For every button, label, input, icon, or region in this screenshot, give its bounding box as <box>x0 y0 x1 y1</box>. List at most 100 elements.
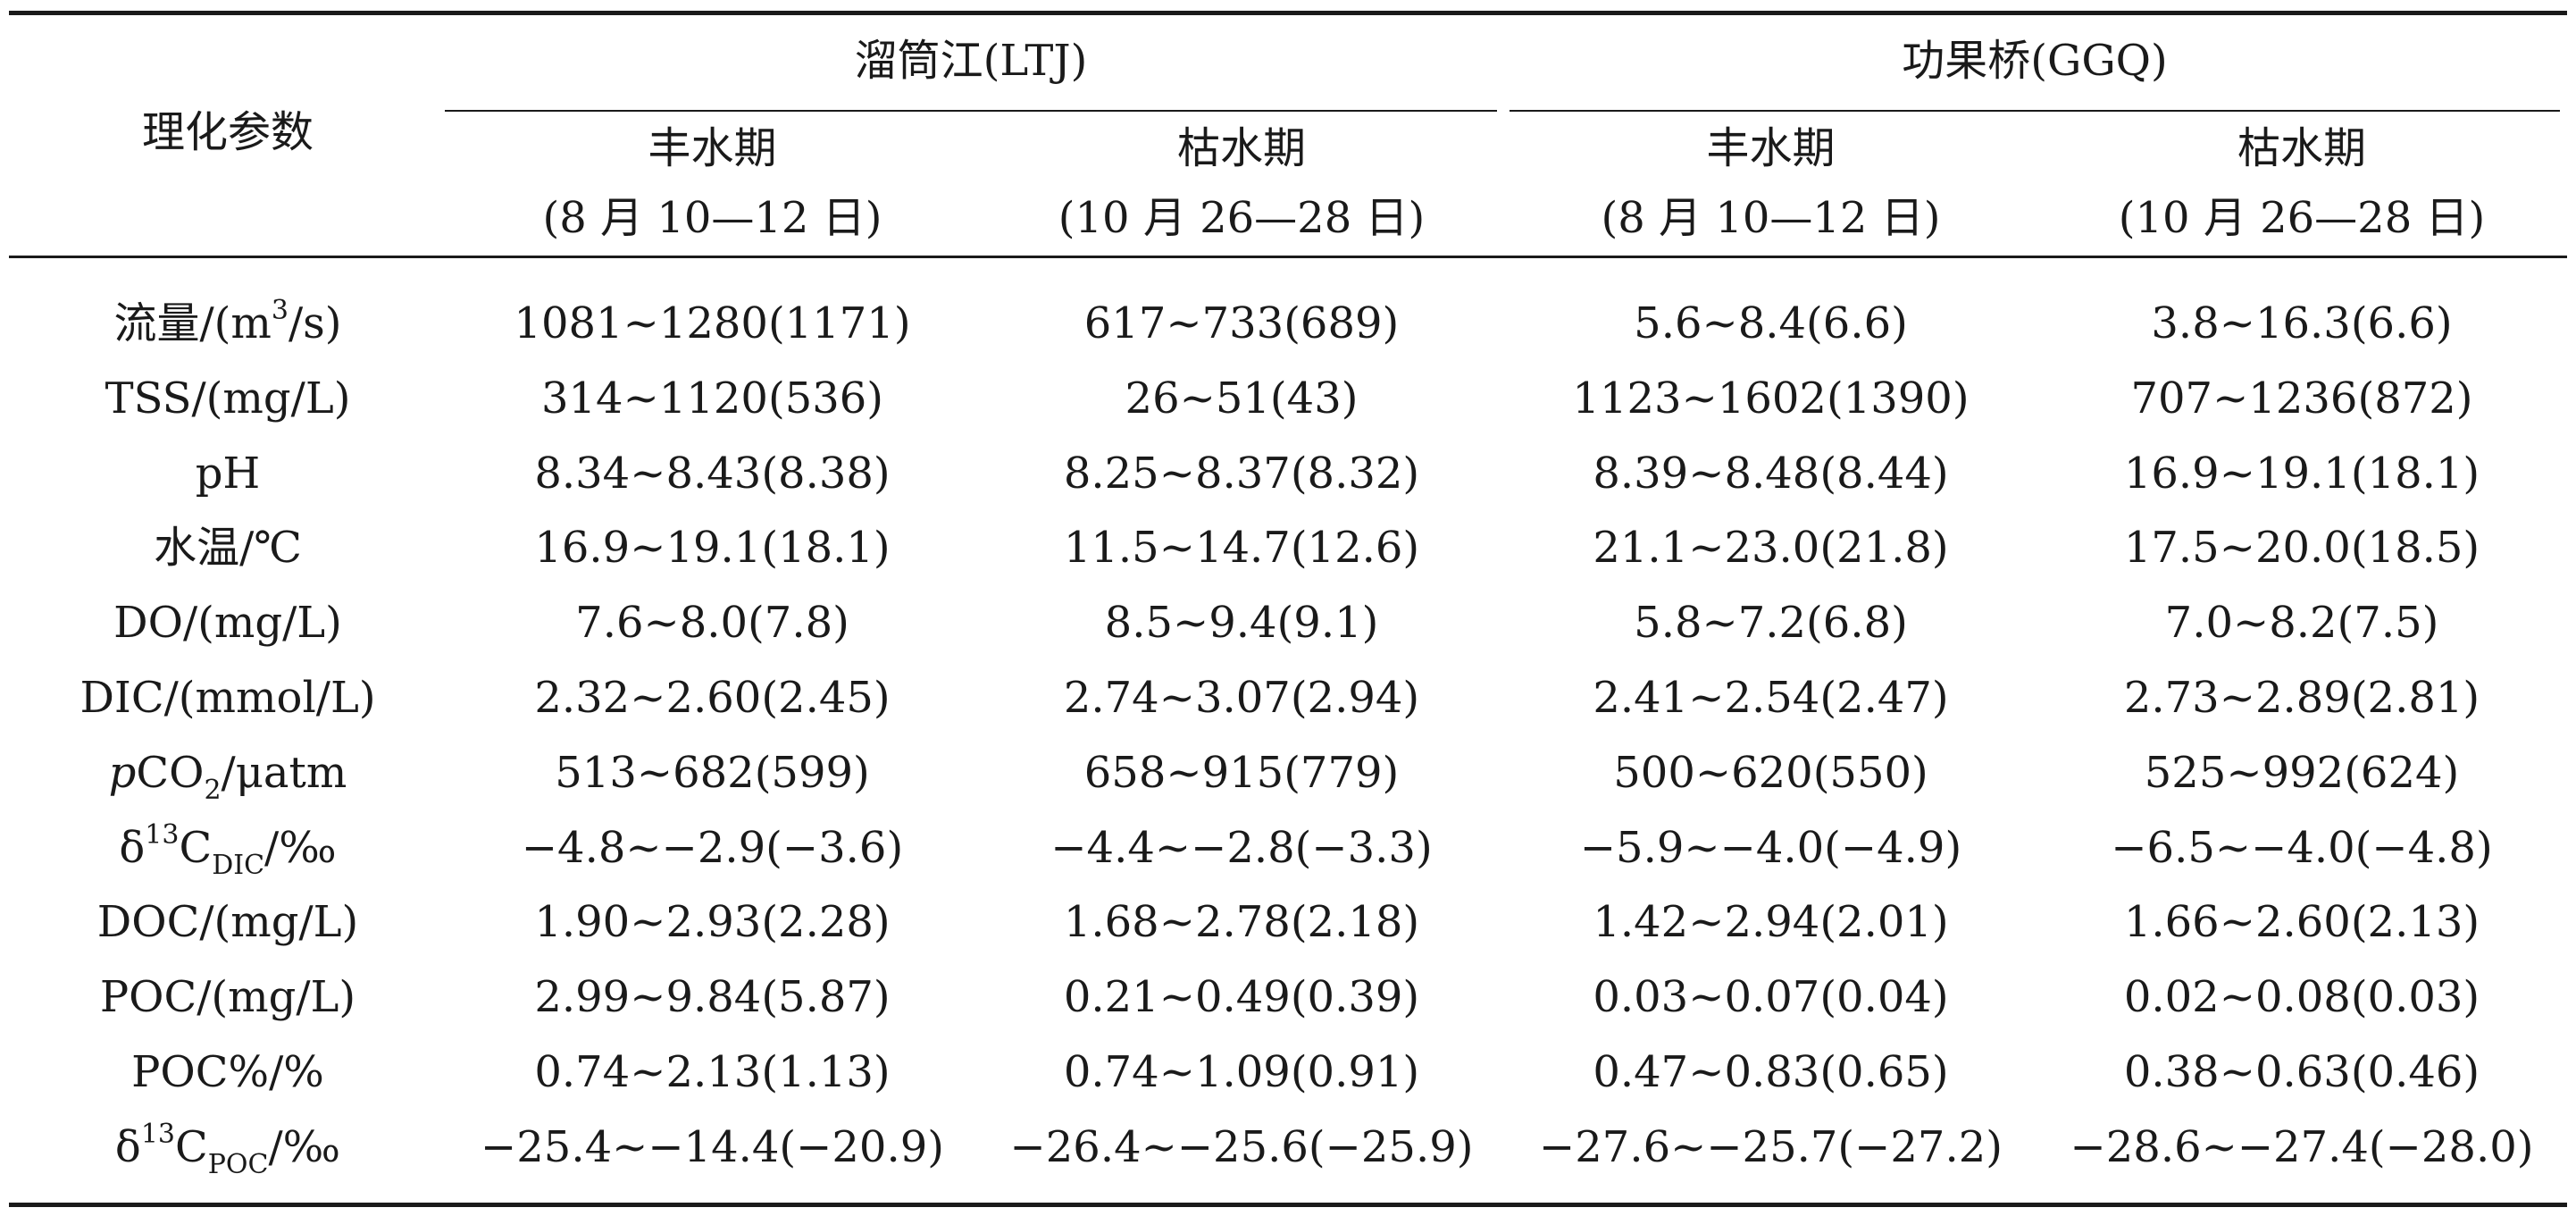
table-cell-d13c-poc-4: −28.6~−27.4(−28.0) <box>2070 1122 2534 1172</box>
row-label-tss: TSS/(mg/L) <box>9 373 447 424</box>
row-label-ph: pH <box>9 449 447 499</box>
table-cell-d13c-poc-2: −26.4~−25.6(−25.9) <box>1009 1122 1474 1172</box>
row-label-part: TSS/(mg/L) <box>105 373 351 424</box>
data-table: 理化参数 溜筒江(LTJ) 功果桥(GGQ) 丰水期 (8 月 10—12 日)… <box>9 0 2567 1216</box>
table-cell-pco2-3: 500~620(550) <box>1613 748 1928 798</box>
row-label-d13c-dic: δ13CDIC/‰ <box>9 822 447 879</box>
table-bottom-rule <box>9 1203 2567 1207</box>
row-label-part: 3 <box>271 295 289 326</box>
table-cell-do-2: 8.5~9.4(9.1) <box>1104 598 1379 648</box>
row-label-part: /μatm <box>221 748 347 798</box>
table-cell-ph-2: 8.25~8.37(8.32) <box>1063 449 1420 499</box>
table-cell-d13c-poc-1: −25.4~−14.4(−20.9) <box>481 1122 944 1172</box>
table-cell-tss-3: 1123~1602(1390) <box>1572 373 1970 424</box>
row-label-part: δ <box>114 1122 141 1172</box>
row-label-part: δ <box>119 823 146 873</box>
table-cell-tss-1: 314~1120(536) <box>540 373 884 424</box>
table-cell-water-temp-3: 21.1~23.0(21.8) <box>1593 523 1949 573</box>
table-cell-poc-1: 2.99~9.84(5.87) <box>534 972 891 1022</box>
period-name-ggq-dry: 枯水期 <box>2237 123 2366 173</box>
table-top-rule <box>9 11 2567 15</box>
table-cell-dic-4: 2.73~2.89(2.81) <box>2123 673 2480 723</box>
period-name-ltj-wet: 丰水期 <box>648 123 777 173</box>
row-label-water-temp: 水温/℃ <box>9 523 447 573</box>
row-label-part: pH <box>195 449 261 499</box>
period-name-ggq-wet: 丰水期 <box>1706 123 1836 173</box>
row-label-doc: DOC/(mg/L) <box>9 897 447 947</box>
table-cell-d13c-dic-4: −6.5~−4.0(−4.8) <box>2111 823 2493 873</box>
table-cell-do-3: 5.8~7.2(6.8) <box>1634 598 1908 648</box>
period-date-ggq-dry: (10 月 26—28 日) <box>2118 193 2486 243</box>
table-cell-do-1: 7.6~8.0(7.8) <box>575 598 849 648</box>
row-label-part: POC/(mg/L) <box>99 972 356 1022</box>
period-name-ltj-dry: 枯水期 <box>1176 123 1306 173</box>
table-cell-poc-2: 0.21~0.49(0.39) <box>1063 972 1420 1022</box>
row-label-part: /s) <box>288 298 342 348</box>
table-cell-water-temp-4: 17.5~20.0(18.5) <box>2123 523 2480 573</box>
group-rule-ltj <box>445 110 1497 112</box>
table-cell-water-temp-1: 16.9~19.1(18.1) <box>534 523 891 573</box>
row-label-part: DIC/(mmol/L) <box>79 673 376 723</box>
table-cell-poc-percent-4: 0.38~0.63(0.46) <box>2123 1047 2480 1097</box>
table-cell-doc-4: 1.66~2.60(2.13) <box>2123 897 2480 947</box>
period-date-ltj-dry: (10 月 26—28 日) <box>1058 193 1426 243</box>
row-label-part: DIC <box>212 849 265 881</box>
table-cell-poc-percent-2: 0.74~1.09(0.91) <box>1063 1047 1420 1097</box>
table-cell-pco2-1: 513~682(599) <box>555 748 870 798</box>
table-cell-poc-percent-1: 0.74~2.13(1.13) <box>534 1047 891 1097</box>
row-label-poc: POC/(mg/L) <box>9 972 447 1022</box>
table-cell-dic-3: 2.41~2.54(2.47) <box>1593 673 1949 723</box>
table-cell-pco2-4: 525~992(624) <box>2144 748 2460 798</box>
table-cell-d13c-dic-2: −4.4~−2.8(−3.3) <box>1050 823 1433 873</box>
table-cell-ph-3: 8.39~8.48(8.44) <box>1593 449 1949 499</box>
table-cell-tss-4: 707~1236(872) <box>2130 373 2473 424</box>
table-cell-d13c-dic-3: −5.9~−4.0(−4.9) <box>1579 823 1962 873</box>
row-label-part: 13 <box>140 1119 176 1150</box>
table-cell-tss-2: 26~51(43) <box>1125 373 1359 424</box>
row-label-part: 流量/(m <box>113 298 272 348</box>
row-label-part: 13 <box>145 819 180 851</box>
row-label-part: /‰ <box>268 1122 341 1172</box>
period-date-ltj-wet: (8 月 10—12 日) <box>542 193 882 243</box>
row-label-dic: DIC/(mmol/L) <box>9 673 447 723</box>
row-label-part: p <box>108 748 137 798</box>
group-title-ggq: 功果桥(GGQ) <box>1902 36 2168 86</box>
table-cell-poc-4: 0.02~0.08(0.03) <box>2123 972 2480 1022</box>
row-label-part: 2 <box>204 774 222 806</box>
table-cell-doc-1: 1.90~2.93(2.28) <box>534 897 891 947</box>
table-cell-ph-4: 16.9~19.1(18.1) <box>2123 449 2480 499</box>
period-date-ggq-wet: (8 月 10—12 日) <box>1601 193 1941 243</box>
table-cell-d13c-dic-1: −4.8~−2.9(−3.6) <box>521 823 904 873</box>
table-cell-dic-1: 2.32~2.60(2.45) <box>534 673 891 723</box>
row-label-part: C <box>175 1122 208 1172</box>
table-cell-doc-2: 1.68~2.78(2.18) <box>1063 897 1420 947</box>
group-rule-ggq <box>1510 110 2560 112</box>
row-label-part: DO/(mg/L) <box>113 598 342 648</box>
table-cell-flow-2: 617~733(689) <box>1083 298 1400 348</box>
row-label-part: POC <box>207 1148 269 1180</box>
row-label-do: DO/(mg/L) <box>9 598 447 648</box>
row-label-flow: 流量/(m3/s) <box>9 295 447 349</box>
table-cell-ph-1: 8.34~8.43(8.38) <box>534 449 891 499</box>
table-cell-dic-2: 2.74~3.07(2.94) <box>1063 673 1420 723</box>
row-label-part: DOC/(mg/L) <box>96 897 359 947</box>
table-header-rule <box>9 256 2567 258</box>
table-cell-flow-3: 5.6~8.4(6.6) <box>1634 298 1908 348</box>
table-cell-do-4: 7.0~8.2(7.5) <box>2164 598 2439 648</box>
header-param-label: 理化参数 <box>141 107 314 157</box>
table-cell-flow-1: 1081~1280(1171) <box>514 298 911 348</box>
row-label-part: /‰ <box>264 823 337 873</box>
row-label-part: POC%/% <box>131 1047 324 1097</box>
table-cell-poc-percent-3: 0.47~0.83(0.65) <box>1593 1047 1949 1097</box>
row-label-part: 水温/℃ <box>154 523 302 573</box>
row-label-d13c-poc: δ13CPOC/‰ <box>9 1119 447 1178</box>
table-cell-d13c-poc-3: −27.6~−25.7(−27.2) <box>1539 1122 2003 1172</box>
table-cell-water-temp-2: 11.5~14.7(12.6) <box>1063 523 1420 573</box>
row-label-poc-percent: POC%/% <box>9 1047 447 1097</box>
table-cell-poc-3: 0.03~0.07(0.04) <box>1593 972 1949 1022</box>
table-cell-flow-4: 3.8~16.3(6.6) <box>2151 298 2453 348</box>
row-label-part: CO <box>136 748 205 798</box>
row-label-pco2: pCO2/μatm <box>9 748 447 803</box>
group-title-ltj: 溜筒江(LTJ) <box>854 36 1088 86</box>
row-label-part: C <box>179 823 213 873</box>
